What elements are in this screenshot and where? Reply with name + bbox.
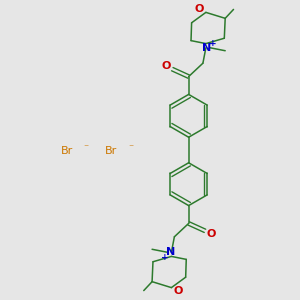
Text: O: O	[195, 4, 204, 14]
Text: O: O	[161, 61, 170, 71]
Text: N: N	[202, 43, 212, 53]
Text: O: O	[207, 229, 216, 239]
Text: +: +	[161, 253, 169, 262]
Text: Br: Br	[61, 146, 73, 157]
Text: O: O	[173, 286, 183, 296]
Text: Br: Br	[105, 146, 118, 157]
Text: ⁻: ⁻	[128, 143, 133, 153]
Text: +: +	[208, 38, 216, 47]
Text: N: N	[166, 247, 175, 257]
Text: ⁻: ⁻	[83, 143, 89, 153]
